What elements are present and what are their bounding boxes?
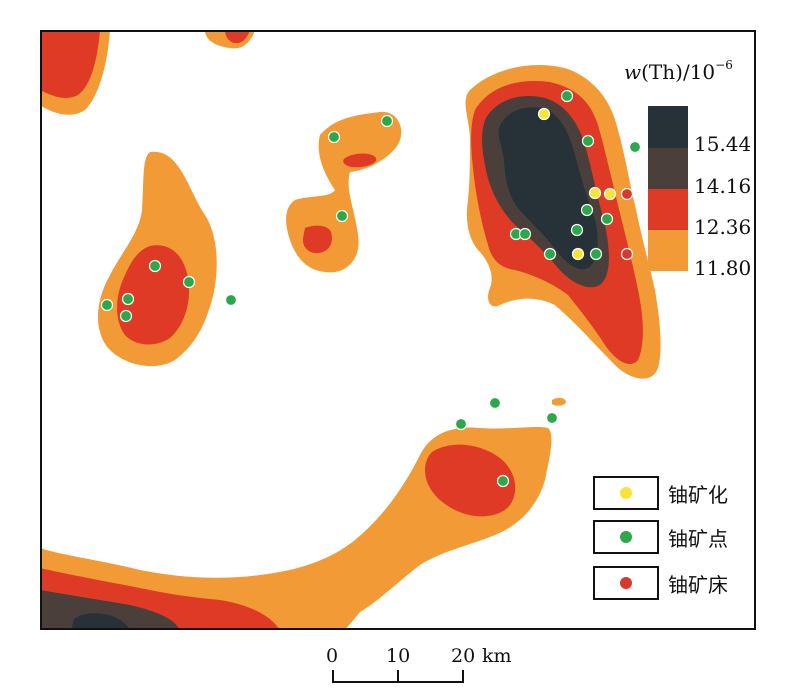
uranium-mineralization-point [571, 247, 585, 261]
red-zone-central-small [343, 153, 377, 168]
legend-symbol-label: 铀矿点 [668, 527, 728, 551]
uranium-occurrence-point [581, 134, 595, 148]
legend-symbol-dot [620, 531, 632, 543]
uranium-occurrence-point [543, 247, 557, 261]
colorbar-class-label: 15.44 [694, 132, 752, 156]
uranium-deposit-point [620, 187, 634, 201]
colorbar-title-rest: (Th)/10 [641, 60, 716, 84]
colorbar-swatch [648, 189, 688, 230]
thorium-contour-map [40, 30, 756, 630]
uranium-occurrence-point [121, 292, 135, 306]
scale-bar-tick-label: 20 [451, 645, 476, 667]
legend-symbol-dot [620, 487, 632, 499]
red-zone-central-block [302, 225, 332, 254]
uranium-occurrence-point [580, 203, 594, 217]
uranium-occurrence-point [560, 89, 574, 103]
scale-bar-tick-label: 0 [326, 645, 339, 667]
colorbar-title: w(Th)/10−6 [624, 58, 733, 84]
uranium-occurrence-point [380, 114, 394, 128]
legend-symbol-box [593, 566, 659, 600]
dark-zone-south [72, 613, 130, 630]
uranium-occurrence-point [148, 259, 162, 273]
legend-symbol-box [593, 476, 659, 510]
uranium-occurrence-point [335, 209, 349, 223]
colorbar-swatch [648, 148, 688, 189]
uranium-occurrence-point [628, 140, 642, 154]
uranium-occurrence-point [570, 223, 584, 237]
uranium-occurrence-point [600, 212, 614, 226]
legend-symbol-dot [620, 577, 632, 589]
colorbar-swatch [648, 106, 688, 148]
colorbar-swatch [648, 230, 688, 271]
red-zone-topleft-corner [40, 30, 100, 98]
uranium-occurrence-point [496, 474, 510, 488]
colorbar-title-exponent: −6 [715, 58, 733, 73]
uranium-occurrence-point [327, 130, 341, 144]
uranium-mineralization-point [588, 186, 602, 200]
red-zone-top-blob [225, 30, 250, 44]
legend-symbol-box [593, 520, 659, 554]
uranium-occurrence-point [100, 298, 114, 312]
legend-symbol-label: 铀矿床 [668, 573, 728, 597]
colorbar-title-symbol: w [624, 60, 642, 84]
red-zone-west [117, 245, 190, 345]
uranium-mineralization-point [603, 187, 617, 201]
orange-zone-small-east [552, 397, 566, 406]
uranium-occurrence-point [518, 227, 532, 241]
legend-symbol-label: 铀矿化 [668, 483, 728, 507]
colorbar-class-label: 12.36 [694, 215, 752, 239]
red-zone-south-blob [425, 444, 516, 517]
uranium-occurrence-point [454, 417, 468, 431]
uranium-occurrence-point [119, 309, 133, 323]
uranium-mineralization-point [537, 107, 551, 121]
uranium-occurrence-point [589, 247, 603, 261]
uranium-occurrence-point [182, 275, 196, 289]
colorbar-class-label: 11.80 [694, 256, 752, 280]
uranium-occurrence-point [488, 396, 502, 410]
occurrence-points [100, 89, 642, 488]
scale-bar-unit: km [482, 645, 512, 667]
colorbar-class-label: 14.16 [694, 174, 752, 198]
map-white-holes [475, 43, 506, 61]
uranium-occurrence-point [224, 293, 238, 307]
white-hole-top [475, 43, 506, 61]
orange-zone-south-band [40, 427, 552, 630]
deposit-points-layer [100, 89, 642, 488]
uranium-deposit-point [620, 247, 634, 261]
uranium-occurrence-point [545, 411, 559, 425]
scale-bar-tick-label: 10 [386, 645, 411, 667]
